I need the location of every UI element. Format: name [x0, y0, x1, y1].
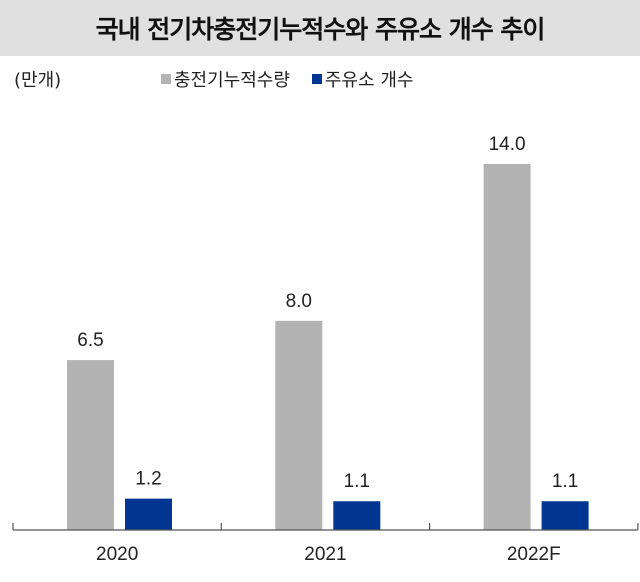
x-tick-label: 2020	[96, 544, 138, 565]
data-label: 1.1	[552, 471, 578, 492]
x-tick-label: 2021	[304, 544, 346, 565]
legend-label-chargers: 충전기누적수량	[174, 70, 290, 91]
data-label: 8.0	[286, 291, 312, 312]
legend: 충전기누적수량 주유소 개수	[161, 66, 435, 92]
bar-chargers-2021	[275, 320, 323, 530]
legend-item-chargers: 충전기누적수량	[161, 66, 290, 92]
data-label: 14.0	[489, 134, 526, 155]
bar-chargers-2020	[67, 360, 114, 530]
data-label: 6.5	[77, 330, 103, 351]
bar-gas-stations-2022F	[541, 501, 589, 530]
bar-gas-stations-2020	[125, 498, 172, 530]
x-tick-label: 2022F	[507, 544, 561, 565]
data-label: 1.2	[135, 469, 161, 490]
legend-label-gas-stations: 주유소 개수	[324, 70, 414, 91]
bar-chargers-2022F	[483, 164, 531, 530]
data-label: 1.1	[344, 471, 370, 492]
bar-gas-stations-2021	[333, 501, 381, 530]
legend-swatch-gas-stations	[311, 74, 322, 84]
legend-swatch-chargers	[161, 74, 171, 84]
title-bar: 국내 전기차충전기누적수와 주유소 개수 추이	[0, 0, 640, 56]
unit-label: (만개)	[14, 70, 62, 91]
legend-item-gas-stations: 주유소 개수	[311, 66, 414, 92]
chart-title: 국내 전기차충전기누적수와 주유소 개수 추이	[95, 15, 546, 44]
